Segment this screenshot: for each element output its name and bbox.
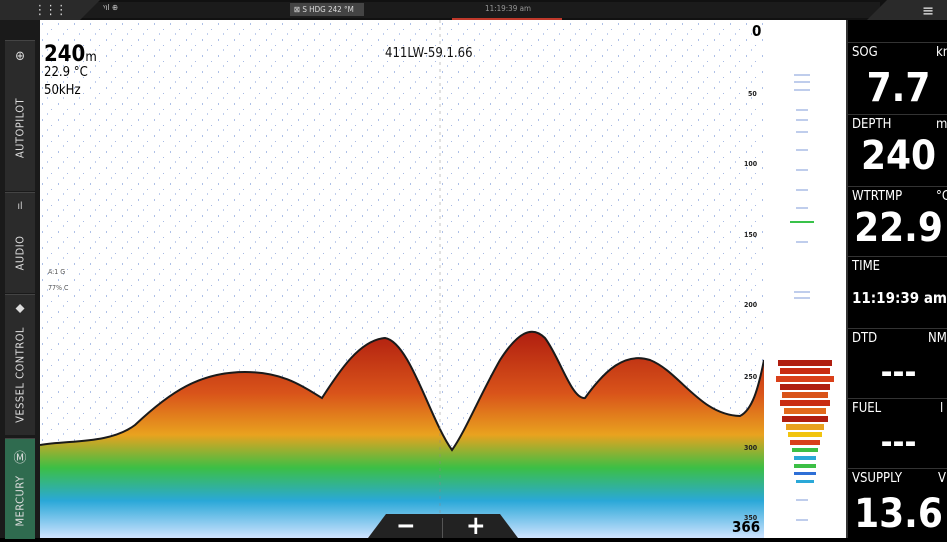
- depth-tick: 250: [744, 373, 758, 381]
- color-indicator[interactable]: 77% C: [48, 284, 69, 292]
- instrument-vsupply[interactable]: VSUPPLY V 13.6: [848, 468, 947, 539]
- depth-tick: 350: [744, 514, 758, 522]
- alarm-indicator: [452, 18, 562, 21]
- instrument-label: VSUPPLY: [852, 471, 903, 486]
- instrument-water-temp[interactable]: WTRTMP °C 22.9: [848, 186, 947, 255]
- instrument-label: WTRTMP: [852, 189, 903, 204]
- gain-indicator[interactable]: A:1 G: [48, 268, 66, 276]
- amplitude-scope-graphic: [776, 74, 834, 521]
- instrument-value: ---: [880, 353, 917, 391]
- instrument-unit: V: [938, 471, 946, 486]
- vessel-icon: ⬥: [15, 301, 25, 316]
- instrument-unit: °C: [936, 189, 947, 204]
- sidebar-item-label: AUTOPILOT: [13, 97, 27, 159]
- hamburger-icon: ≡: [921, 1, 934, 20]
- instrument-time[interactable]: TIME 11:19:39 am: [848, 256, 947, 329]
- sonar-view[interactable]: 240m 22.9 °C 50kHz 411LW-59.1.66 A:1 G 7…: [40, 20, 764, 538]
- sidebar-item-label: MERCURY: [13, 475, 27, 527]
- instrument-label: SOG: [852, 45, 878, 60]
- instrument-unit: kn: [936, 45, 947, 60]
- status-clock: 11:19:39 am: [485, 4, 532, 13]
- left-sidebar: ⊕ AUTOPILOT ıl AUDIO ⬥ VESSEL CONTROL Ⓜ …: [0, 20, 40, 539]
- menu-button[interactable]: ≡: [867, 0, 947, 20]
- instrument-depth[interactable]: DEPTH m 240: [848, 114, 947, 185]
- bottom-echo: [40, 331, 764, 538]
- mercury-logo-icon: Ⓜ: [13, 451, 27, 466]
- instrument-value: 22.9: [854, 205, 943, 251]
- depth-tick: 300: [744, 444, 758, 452]
- signal-indicator: ᵞıl ⊕: [103, 3, 118, 12]
- sonar-echo-image: [40, 20, 764, 538]
- instrument-fuel[interactable]: FUEL l ---: [848, 398, 947, 467]
- top-status-bar: ⋮⋮⋮ ᵞıl ⊕ ⊠ S HDG 242 °M 11:19:39 am ≡: [0, 0, 947, 21]
- frequency-readout: 50kHz: [44, 83, 81, 98]
- instrument-label: DEPTH: [852, 117, 892, 132]
- instrument-value: ---: [880, 423, 917, 461]
- depth-readout: 240m: [44, 42, 97, 67]
- instrument-unit: NM: [928, 331, 947, 346]
- sidebar-item-label: AUDIO: [13, 235, 27, 271]
- instrument-value: 13.6: [854, 491, 943, 537]
- depth-tick: 100: [744, 160, 758, 168]
- status-strip: [40, 2, 880, 18]
- zoom-divider: [442, 518, 443, 538]
- water-temp-readout: 22.9 °C: [44, 65, 88, 80]
- sidebar-item-mercury[interactable]: Ⓜ MERCURY: [5, 438, 35, 539]
- heading-indicator: ⊠ S HDG 242 °M: [290, 3, 364, 16]
- instrument-value: 7.7: [866, 65, 931, 111]
- sidebar-item-label: VESSEL CONTROL: [13, 326, 27, 423]
- instrument-panel: SOG kn 7.7 DEPTH m 240 WTRTMP °C 22.9 TI…: [846, 20, 947, 538]
- audio-icon: ıl: [17, 201, 23, 212]
- instrument-label: FUEL: [852, 401, 882, 416]
- instrument-unit: l: [940, 401, 944, 416]
- autopilot-icon: ⊕: [15, 49, 25, 64]
- sonar-source-label: 411LW-59.1.66: [385, 46, 473, 61]
- sidebar-item-vessel-control[interactable]: ⬥ VESSEL CONTROL: [5, 294, 35, 435]
- instrument-unit: m: [936, 117, 947, 132]
- range-top-label: 0: [752, 22, 762, 40]
- instrument-dtd[interactable]: DTD NM ---: [848, 328, 947, 397]
- instrument-value: 240: [860, 133, 937, 179]
- zoom-controls: − +: [368, 514, 518, 538]
- bottom-contour-line: [40, 330, 764, 452]
- apps-button[interactable]: ⋮⋮⋮: [0, 0, 100, 20]
- instrument-label: TIME: [852, 259, 881, 274]
- instrument-label: DTD: [852, 331, 878, 346]
- depth-tick: 150: [744, 231, 758, 239]
- instrument-value: 11:19:39 am: [852, 289, 947, 307]
- amplitude-scope: [764, 20, 846, 538]
- instrument-sog[interactable]: SOG kn 7.7: [848, 42, 947, 113]
- sidebar-item-autopilot[interactable]: ⊕ AUTOPILOT: [5, 40, 35, 191]
- sidebar-item-audio[interactable]: ıl AUDIO: [5, 192, 35, 293]
- grid-icon: ⋮⋮⋮: [34, 3, 67, 18]
- range-bottom-label: 366: [732, 518, 761, 536]
- zoom-in-button[interactable]: +: [466, 511, 486, 541]
- depth-tick: 50: [748, 90, 757, 98]
- depth-tick: 200: [744, 301, 758, 309]
- zoom-out-button[interactable]: −: [396, 511, 416, 541]
